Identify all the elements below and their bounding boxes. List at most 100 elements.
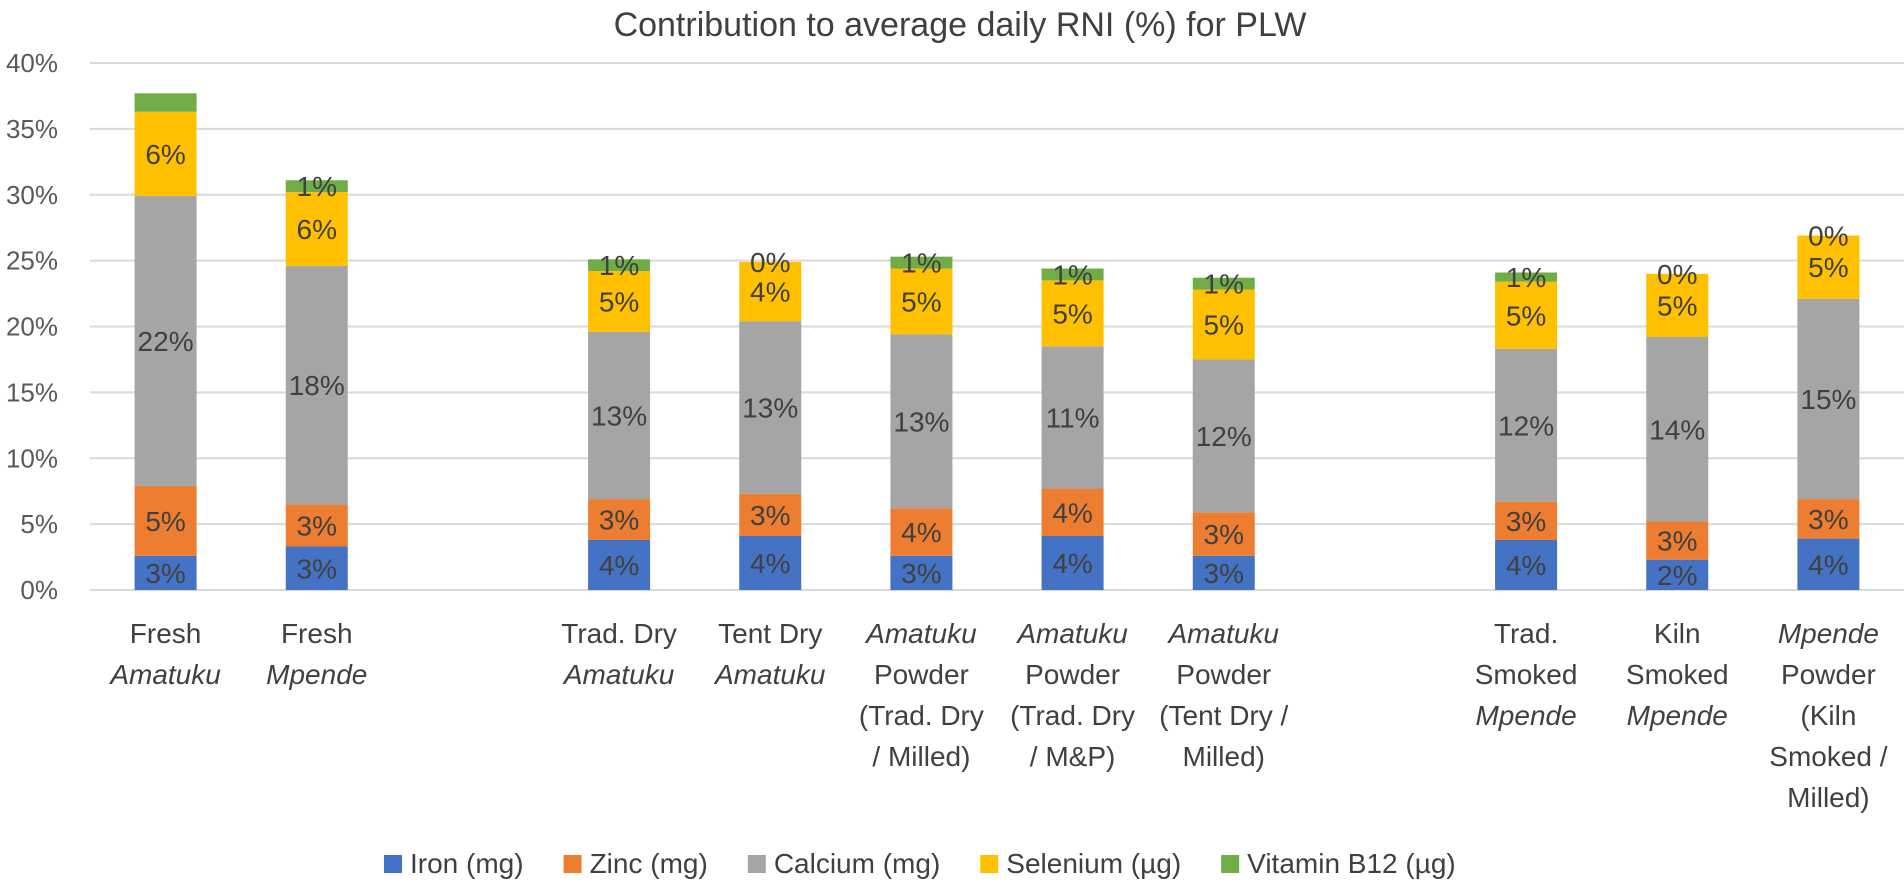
legend-label: Selenium (µg) [1006,848,1181,879]
bar-segment [1495,281,1558,349]
category-label-part: Milled) [1183,741,1265,772]
bar-segment [890,334,953,509]
data-label: 12% [1196,421,1252,452]
legend: Iron (mg) Zinc (mg) Calcium (mg) Selenium (… [384,848,1456,879]
category-label: / M&P) [1030,741,1116,772]
category-label: Mpende [266,659,367,690]
bar-segment [1192,512,1255,556]
legend-swatch [980,855,999,873]
data-label: 3% [297,510,337,541]
legend-label: Calcium (mg) [774,848,940,879]
bar-segment [1495,348,1558,502]
legend-swatch [563,855,582,873]
category-label: Amatuku [108,659,221,690]
data-label: 13% [893,406,949,437]
y-tick-label: 20% [6,312,58,342]
bar-segment [1646,337,1709,522]
bar-segment [1192,277,1255,290]
bar-segment [1797,499,1860,539]
y-tick-label: 25% [6,246,58,276]
data-label: 1% [297,171,337,202]
gridlines [90,62,1904,591]
bar-segment [1192,359,1255,513]
bar-segment [134,196,197,486]
data-label: 3% [599,505,639,536]
data-label: 4% [599,550,639,581]
category-label-part: Powder [1025,659,1120,690]
category-label: Smoked [1475,659,1578,690]
bar-segment [890,256,953,269]
legend-swatch [1221,855,1240,873]
bar-segment [285,192,348,266]
legend-label: Iron (mg) [410,848,524,879]
category-label-part: Amatuku [713,659,826,690]
bar-segment [1495,539,1558,590]
category-label-part: / M&P) [1030,741,1116,772]
category-label: Amatuku [864,618,977,649]
category-label-part: (Trad. Dry [859,700,984,731]
category-label: Tent Dry [718,618,822,649]
y-tick-label: 30% [6,180,58,210]
bar-segment [1192,555,1255,590]
category-label: Amatuku [562,659,675,690]
y-tick-label: 40% [6,48,58,78]
category-label-part: Amatuku [864,618,977,649]
category-label: Trad. Dry [561,618,677,649]
category-label-part: (Kiln [1800,700,1856,731]
data-label: 5% [1657,290,1697,321]
data-label: 4% [1052,548,1092,579]
category-label: Powder [1176,659,1271,690]
y-tick-label: 10% [6,443,58,473]
data-label: 6% [145,139,185,170]
bar-segment [1041,346,1104,489]
data-label: 22% [138,326,194,357]
category-label-part: Powder [1176,659,1271,690]
category-label: (Kiln [1800,700,1856,731]
data-label: 13% [742,393,798,424]
category-label: Powder [1025,659,1120,690]
category-label-part: Smoked / [1769,741,1887,772]
data-label: 2% [1657,560,1697,591]
category-label: Amatuku [1167,618,1280,649]
category-label-part: Amatuku [562,659,675,690]
data-label: 0% [750,247,790,278]
bar-segment [588,259,651,272]
bar-segment [285,180,348,193]
y-tick-label: 15% [6,377,58,407]
chart-title: Contribution to average daily RNI (%) fo… [614,6,1307,44]
category-label: Kiln [1654,618,1701,649]
data-label: 6% [297,214,337,245]
bar-segment [588,539,651,590]
category-label-part: Trad. Dry [561,618,677,649]
data-label: 0% [1808,221,1848,252]
category-label-part: / Milled) [872,741,970,772]
bar-segment [1495,501,1558,540]
bar-segment [588,331,651,500]
category-label-part: (Tent Dry / [1159,700,1288,731]
data-label: 3% [297,553,337,584]
bar-segment [890,268,953,335]
bar-segment [1041,488,1104,536]
category-label-part: Powder [1781,659,1876,690]
data-label: 1% [599,250,639,281]
category-label-part: Tent Dry [718,618,822,649]
data-label: 11% [1046,402,1100,433]
data-label: 1% [901,248,941,279]
category-label-part: Fresh [130,618,202,649]
bar-segment [739,261,802,322]
x-axis-category-labels: Fresh Amatuku Fresh Mpende Trad. Dry Amatuku T… [108,618,1887,813]
data-label: 14% [1649,414,1705,445]
bar-segment [134,555,197,590]
category-label-part: Smoked [1475,659,1578,690]
bar-segment [890,508,953,556]
legend-label: Zinc (mg) [590,848,708,879]
data-label: 5% [1052,298,1092,329]
category-label: / Milled) [872,741,970,772]
bar-segment [1041,268,1104,281]
category-label: Smoked [1626,659,1729,690]
bar-segment [1041,535,1104,590]
data-label: 5% [901,286,941,317]
bar-segment [1192,289,1255,360]
bars [134,93,1860,590]
